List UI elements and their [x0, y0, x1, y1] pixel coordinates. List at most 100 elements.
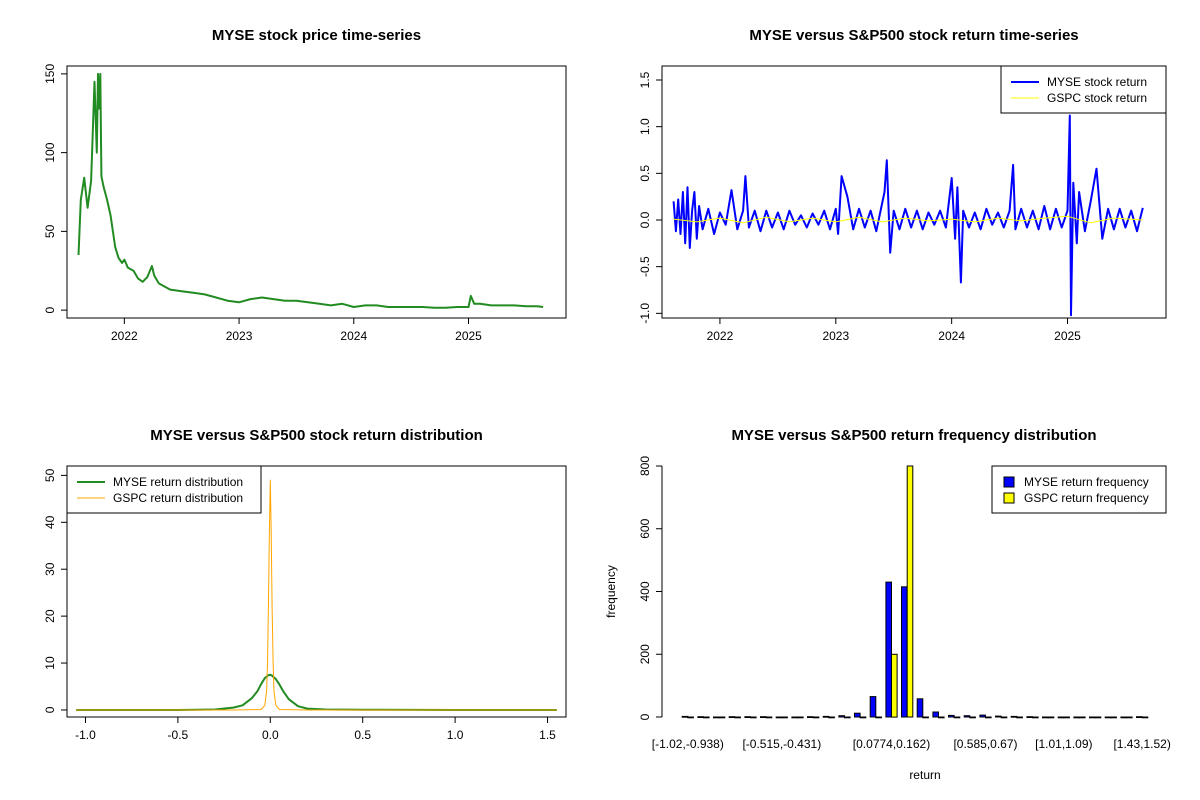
bar [1079, 716, 1086, 719]
x-tick-label: [-0.515,-0.431) [742, 737, 821, 751]
bar [916, 698, 924, 718]
y-tick-label: 50 [43, 224, 57, 238]
y-tick-label: 400 [638, 581, 652, 601]
y-tick-label: 0.0 [638, 211, 652, 228]
x-tick-label: 0.0 [262, 728, 279, 742]
x-tick-label: 2025 [1054, 329, 1081, 343]
bar [681, 715, 689, 718]
y-tick-label: -0.5 [638, 256, 652, 277]
x-tick-label: [1.43,1.52) [1113, 737, 1170, 751]
y-axis-title: frequency [604, 565, 618, 618]
bar [844, 716, 851, 719]
bar [891, 653, 898, 718]
bar [718, 716, 726, 719]
bar [885, 581, 893, 718]
bar [687, 716, 694, 719]
legend-box [991, 465, 1167, 514]
y-tick-label: 50 [43, 468, 57, 482]
y-tick-label: 800 [638, 456, 652, 476]
series-line [77, 72, 544, 309]
bar [1089, 716, 1096, 719]
bar [995, 715, 1002, 718]
y-tick-label: 150 [43, 64, 57, 84]
bar [953, 716, 961, 719]
x-tick-label: [1.01,1.09) [1035, 737, 1092, 751]
bar [1136, 716, 1143, 719]
bar [1010, 715, 1018, 718]
bar [1016, 716, 1023, 719]
legend-label: GSPC stock return [1047, 91, 1147, 105]
bar [765, 716, 773, 719]
legend-label: MYSE return frequency [1024, 475, 1149, 489]
bar [875, 716, 882, 719]
bar [760, 716, 767, 719]
bar [979, 714, 987, 718]
bar [828, 716, 835, 719]
plot-frame [66, 65, 567, 319]
x-tick-label: [0.585,0.67) [953, 737, 1017, 751]
bar [922, 716, 929, 719]
bar [775, 716, 783, 719]
series-line [672, 114, 1144, 317]
x-tick-label: 0.5 [354, 728, 371, 742]
bar [1042, 716, 1049, 719]
bar [963, 715, 971, 718]
legend-box [1000, 65, 1167, 114]
bar [734, 716, 741, 719]
x-tick-label: [0.0774,0.162) [853, 737, 930, 751]
bar [1063, 716, 1070, 719]
y-tick-label: 600 [638, 518, 652, 538]
x-tick-label: 2022 [111, 329, 138, 343]
bar [1126, 716, 1133, 719]
bar [938, 716, 945, 719]
legend-label: GSPC return frequency [1024, 491, 1149, 505]
bar [869, 696, 877, 718]
x-tick-label: 2025 [455, 329, 482, 343]
y-tick-label: 0 [43, 306, 57, 313]
bar [1094, 716, 1102, 719]
y-tick-label: 1.5 [638, 71, 652, 88]
chart-title: MYSE versus S&P500 return frequency dist… [731, 427, 1096, 444]
bar [859, 716, 867, 719]
series-line [76, 673, 557, 711]
chart-title: MYSE stock price time-series [212, 27, 421, 44]
bar [1026, 716, 1034, 719]
y-tick-label: -1.0 [638, 303, 652, 324]
y-tick-label: 0 [638, 713, 652, 720]
plot-frame [66, 465, 567, 718]
bar [1057, 716, 1065, 719]
bar [797, 716, 804, 719]
legend-label: GSPC return distribution [113, 491, 243, 505]
legend-swatch [1003, 492, 1015, 504]
bar [703, 716, 710, 719]
bar [901, 586, 908, 718]
bar [1141, 716, 1149, 719]
chart-title: MYSE versus S&P500 stock return distribu… [150, 427, 483, 444]
legend-label: MYSE stock return [1047, 75, 1147, 89]
bar [1000, 716, 1008, 719]
bar [822, 715, 830, 718]
y-tick-label: 1.0 [638, 118, 652, 135]
bar [781, 716, 788, 719]
bar [728, 716, 736, 719]
bar [969, 716, 976, 719]
x-tick-label: 1.5 [539, 728, 556, 742]
bar [1032, 716, 1039, 719]
bar [1110, 716, 1117, 719]
y-tick-label: 200 [638, 644, 652, 664]
bar [906, 465, 914, 718]
x-tick-label: 2022 [707, 329, 734, 343]
bar [1047, 716, 1055, 719]
bar [854, 712, 861, 718]
x-tick-label: 1.0 [447, 728, 464, 742]
legend-box [66, 465, 262, 514]
bar [932, 711, 940, 718]
x-axis-title: return [909, 768, 940, 782]
y-tick-label: 30 [43, 562, 57, 576]
x-tick-label: 2024 [938, 329, 965, 343]
y-tick-label: 0.5 [638, 165, 652, 182]
x-tick-label: 2023 [822, 329, 849, 343]
bar [744, 716, 752, 719]
bar [791, 716, 799, 719]
